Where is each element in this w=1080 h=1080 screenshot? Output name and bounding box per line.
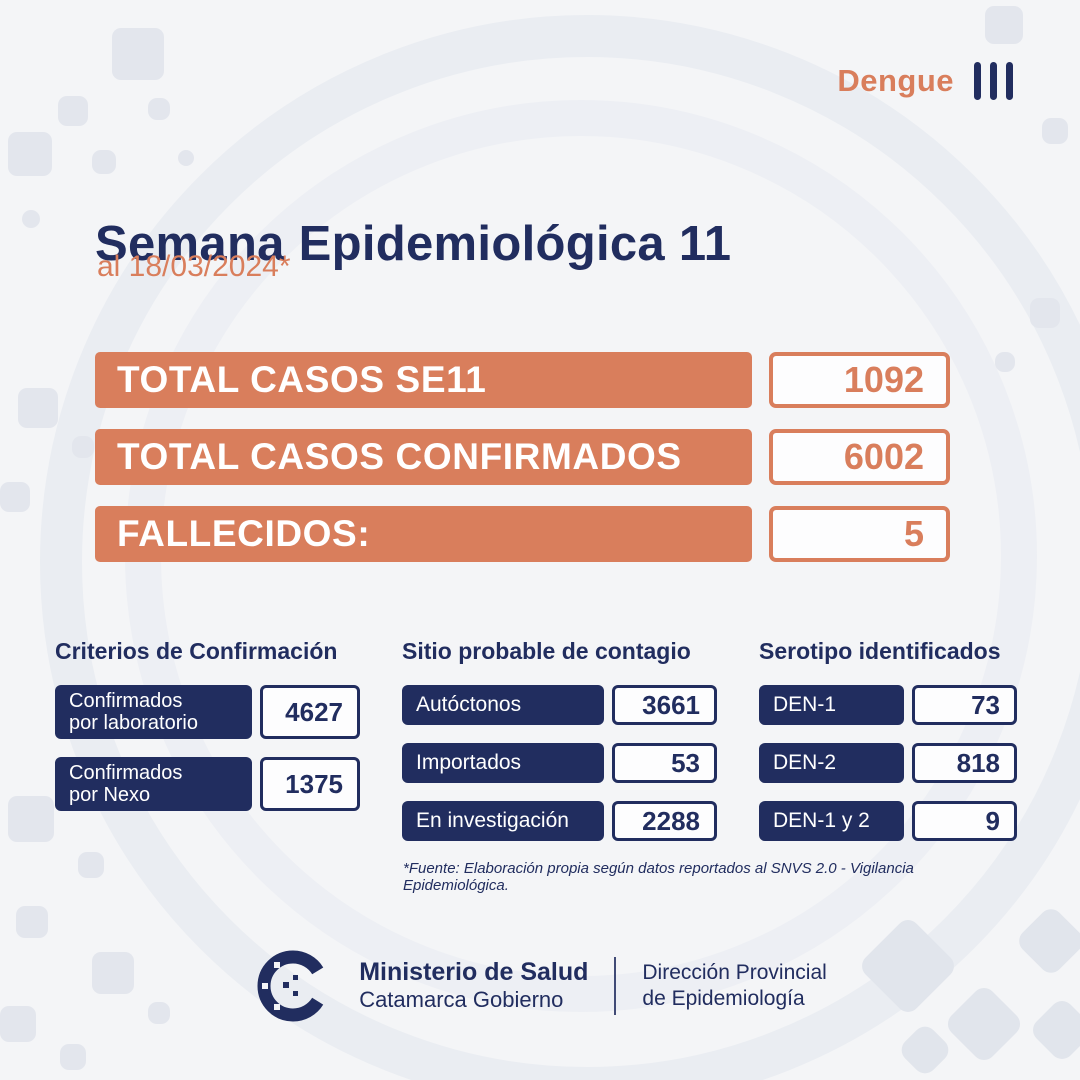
column-serotipos: Serotipo identificados DEN-1 73 DEN-2 81… bbox=[759, 638, 1017, 859]
total-value: 1092 bbox=[769, 352, 950, 408]
stat-item-value: 4627 bbox=[260, 685, 360, 739]
decor-square-icon bbox=[18, 388, 58, 428]
date-subtitle: al 18/03/2024* bbox=[97, 250, 291, 283]
total-row-se11: TOTAL CASOS SE11 1092 bbox=[95, 352, 950, 408]
label-line-2: por laboratorio bbox=[69, 712, 198, 734]
decor-square-icon bbox=[78, 852, 104, 878]
decor-square-icon bbox=[112, 28, 164, 80]
stat-item: DEN-2 818 bbox=[759, 743, 1017, 783]
ministry-block: Ministerio de Salud Catamarca Gobierno bbox=[359, 958, 588, 1013]
stats-columns: Criterios de Confirmación Confirmados po… bbox=[55, 638, 1017, 859]
decor-square-icon bbox=[58, 96, 88, 126]
total-label: TOTAL CASOS SE11 bbox=[95, 352, 752, 408]
decor-square-icon bbox=[92, 952, 134, 994]
column-heading: Sitio probable de contagio bbox=[402, 638, 691, 664]
footer: Ministerio de Salud Catamarca Gobierno D… bbox=[0, 946, 1080, 1026]
decor-square-icon bbox=[0, 482, 30, 512]
brand-block: Dengue bbox=[837, 62, 1013, 100]
stat-item-value: 2288 bbox=[612, 801, 717, 841]
ministry-name: Ministerio de Salud bbox=[359, 958, 589, 987]
total-value: 6002 bbox=[769, 429, 950, 485]
column-heading: Serotipo identificados bbox=[759, 638, 1001, 664]
stat-item-value: 3661 bbox=[612, 685, 717, 725]
three-vertical-bars-icon bbox=[974, 62, 1013, 100]
stat-item-value: 1375 bbox=[260, 757, 360, 811]
stat-item-value: 53 bbox=[612, 743, 717, 783]
stat-item-label: En investigación bbox=[402, 801, 604, 841]
total-row-fallecidos: FALLECIDOS: 5 bbox=[95, 506, 950, 562]
decor-square-icon bbox=[1042, 118, 1068, 144]
label-line-2: por Nexo bbox=[69, 784, 151, 806]
total-value: 5 bbox=[769, 506, 950, 562]
total-label: FALLECIDOS: bbox=[95, 506, 752, 562]
stat-item: Autóctonos 3661 bbox=[402, 685, 717, 725]
stat-item-value: 73 bbox=[912, 685, 1017, 725]
total-label: TOTAL CASOS CONFIRMADOS bbox=[95, 429, 752, 485]
label-line-1: Confirmados bbox=[69, 689, 183, 712]
column-sitio-contagio: Sitio probable de contagio Autóctonos 36… bbox=[402, 638, 717, 859]
stat-item: En investigación 2288 bbox=[402, 801, 717, 841]
decor-square-icon bbox=[985, 6, 1023, 44]
decor-square-icon bbox=[22, 210, 40, 228]
source-footnote: *Fuente: Elaboración propia según datos … bbox=[403, 860, 914, 894]
stat-item-label: DEN-2 bbox=[759, 743, 904, 783]
decor-square-icon bbox=[60, 1044, 86, 1070]
department-line-1: Dirección Provincial bbox=[642, 960, 827, 984]
brand-name: Dengue bbox=[837, 63, 954, 98]
stat-item: DEN-1 y 2 9 bbox=[759, 801, 1017, 841]
stat-item: Confirmados por Nexo 1375 bbox=[55, 757, 360, 811]
catamarca-logo-icon bbox=[257, 950, 329, 1022]
decor-square-icon bbox=[72, 436, 94, 458]
decor-square-icon bbox=[8, 132, 52, 176]
label-line-1: Confirmados bbox=[69, 761, 183, 784]
decor-square-icon bbox=[178, 150, 194, 166]
decor-square-icon bbox=[148, 1002, 170, 1024]
column-criterios-confirmacion: Criterios de Confirmación Confirmados po… bbox=[55, 638, 360, 859]
decor-square-icon bbox=[148, 98, 170, 120]
department-block: Dirección Provincial de Epidemiología bbox=[642, 960, 826, 1013]
stat-item-label: Autóctonos bbox=[402, 685, 604, 725]
footer-divider bbox=[614, 957, 617, 1015]
total-row-confirmados: TOTAL CASOS CONFIRMADOS 6002 bbox=[95, 429, 950, 485]
stat-item: Confirmados por laboratorio 4627 bbox=[55, 685, 360, 739]
stat-item-label: Confirmados por laboratorio bbox=[55, 685, 252, 739]
totals-section: TOTAL CASOS SE11 1092 TOTAL CASOS CONFIR… bbox=[95, 352, 950, 562]
column-heading: Criterios de Confirmación bbox=[55, 638, 338, 664]
decor-square-icon bbox=[92, 150, 116, 174]
stat-item: DEN-1 73 bbox=[759, 685, 1017, 725]
stat-item-label: Importados bbox=[402, 743, 604, 783]
department-line-2: de Epidemiología bbox=[642, 987, 805, 1010]
stat-item-label: DEN-1 bbox=[759, 685, 904, 725]
stat-item: Importados 53 bbox=[402, 743, 717, 783]
stat-item-label: Confirmados por Nexo bbox=[55, 757, 252, 811]
stat-item-label: DEN-1 y 2 bbox=[759, 801, 904, 841]
page-title: Semana Epidemiológica 11 bbox=[95, 216, 732, 271]
government-name: Catamarca Gobierno bbox=[359, 987, 564, 1013]
stat-item-value: 818 bbox=[912, 743, 1017, 783]
decor-square-icon bbox=[8, 796, 54, 842]
decor-square-icon bbox=[1030, 298, 1060, 328]
stat-item-value: 9 bbox=[912, 801, 1017, 841]
decor-square-icon bbox=[16, 906, 48, 938]
decor-square-icon bbox=[995, 352, 1015, 372]
decor-square-icon bbox=[0, 1006, 36, 1042]
